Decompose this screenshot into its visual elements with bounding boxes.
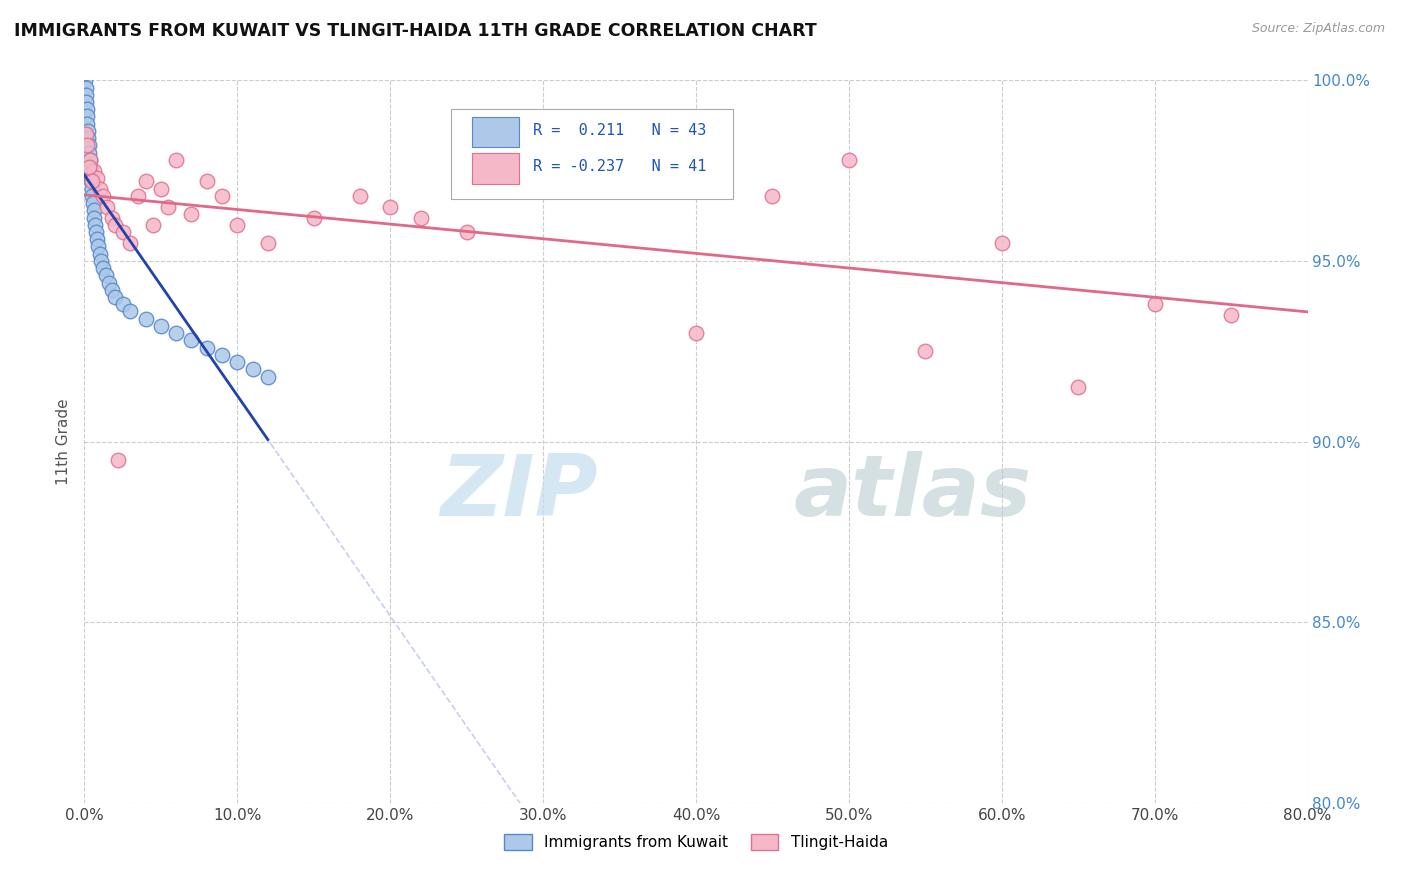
Point bbox=[531, 163, 554, 178]
Point bbox=[76, 109, 98, 123]
Point bbox=[211, 189, 233, 203]
Point bbox=[456, 225, 478, 239]
Text: IMMIGRANTS FROM KUWAIT VS TLINGIT-HAIDA 11TH GRADE CORRELATION CHART: IMMIGRANTS FROM KUWAIT VS TLINGIT-HAIDA … bbox=[14, 22, 817, 40]
Text: Source: ZipAtlas.com: Source: ZipAtlas.com bbox=[1251, 22, 1385, 36]
Point bbox=[87, 239, 110, 253]
Point bbox=[226, 218, 249, 232]
Point bbox=[135, 174, 157, 188]
Point bbox=[302, 211, 325, 225]
Point bbox=[257, 235, 280, 250]
Point bbox=[111, 297, 134, 311]
Point bbox=[838, 153, 860, 167]
Point bbox=[127, 189, 149, 203]
Point bbox=[84, 225, 107, 239]
Point bbox=[157, 200, 180, 214]
Point bbox=[991, 235, 1014, 250]
FancyBboxPatch shape bbox=[472, 117, 519, 147]
Point bbox=[1067, 380, 1090, 394]
Point bbox=[96, 200, 118, 214]
Point bbox=[180, 207, 202, 221]
Point bbox=[86, 232, 108, 246]
Point bbox=[165, 153, 187, 167]
Point bbox=[409, 211, 432, 225]
Point bbox=[135, 311, 157, 326]
Point bbox=[75, 128, 97, 142]
Point bbox=[195, 341, 218, 355]
Y-axis label: 11th Grade: 11th Grade bbox=[56, 398, 72, 485]
Point bbox=[609, 181, 631, 195]
Point bbox=[380, 200, 402, 214]
Point bbox=[195, 174, 218, 188]
Point bbox=[76, 102, 98, 116]
Point bbox=[91, 261, 114, 276]
Point bbox=[149, 181, 172, 195]
Text: atlas: atlas bbox=[794, 450, 1032, 533]
Text: R = -0.237   N = 41: R = -0.237 N = 41 bbox=[533, 160, 716, 175]
Point bbox=[94, 268, 117, 283]
Point bbox=[1143, 297, 1166, 311]
Point bbox=[79, 153, 101, 167]
Text: ZIP: ZIP bbox=[440, 450, 598, 533]
Point bbox=[83, 211, 105, 225]
Point bbox=[77, 145, 100, 160]
Point bbox=[77, 138, 100, 153]
Point bbox=[211, 348, 233, 362]
Point bbox=[84, 218, 107, 232]
Point bbox=[77, 131, 100, 145]
Point bbox=[90, 254, 112, 268]
Point bbox=[80, 181, 103, 195]
Point bbox=[86, 170, 108, 185]
Point bbox=[914, 344, 936, 359]
Legend: Immigrants from Kuwait, Tlingit-Haida: Immigrants from Kuwait, Tlingit-Haida bbox=[498, 829, 894, 856]
Point bbox=[101, 211, 124, 225]
Point bbox=[75, 87, 97, 102]
Point bbox=[80, 189, 103, 203]
Point bbox=[349, 189, 371, 203]
Point bbox=[89, 181, 111, 195]
Point bbox=[97, 276, 120, 290]
Point bbox=[76, 138, 98, 153]
Point bbox=[83, 163, 105, 178]
FancyBboxPatch shape bbox=[451, 109, 733, 200]
Point bbox=[82, 196, 104, 211]
Point bbox=[75, 66, 97, 80]
Point bbox=[111, 225, 134, 239]
Point bbox=[685, 326, 707, 341]
Point bbox=[79, 160, 101, 174]
Point bbox=[107, 452, 129, 467]
Point bbox=[149, 318, 172, 333]
Text: R =  0.211   N = 43: R = 0.211 N = 43 bbox=[533, 123, 707, 138]
Point bbox=[180, 334, 202, 348]
Point bbox=[104, 218, 127, 232]
Point bbox=[80, 174, 103, 188]
Point bbox=[75, 73, 97, 87]
Point bbox=[76, 117, 98, 131]
FancyBboxPatch shape bbox=[472, 153, 519, 184]
Point bbox=[89, 246, 111, 260]
Point bbox=[83, 203, 105, 218]
Point bbox=[101, 283, 124, 297]
Point bbox=[79, 153, 101, 167]
Point bbox=[761, 189, 783, 203]
Point bbox=[120, 235, 142, 250]
Point bbox=[165, 326, 187, 341]
Point bbox=[226, 355, 249, 369]
Point bbox=[75, 95, 97, 109]
Point bbox=[120, 304, 142, 318]
Point bbox=[242, 362, 264, 376]
Point bbox=[142, 218, 165, 232]
Point bbox=[79, 167, 101, 181]
Point bbox=[1220, 308, 1243, 322]
Point bbox=[91, 189, 114, 203]
Point bbox=[76, 124, 98, 138]
Point bbox=[80, 174, 103, 188]
Point bbox=[257, 369, 280, 384]
Point bbox=[77, 160, 100, 174]
Point bbox=[104, 290, 127, 304]
Point bbox=[75, 80, 97, 95]
